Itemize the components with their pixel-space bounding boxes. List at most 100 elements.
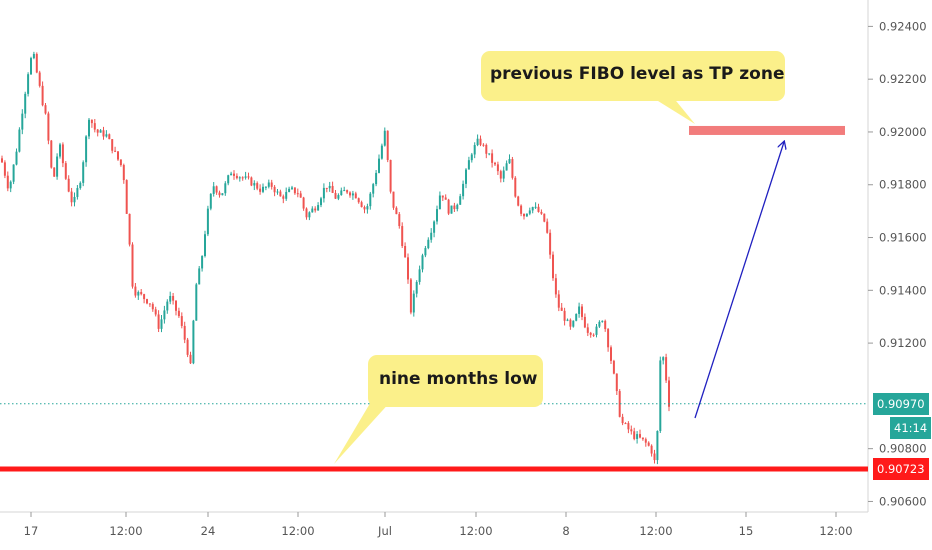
candle-body [209, 193, 212, 209]
candle-body [554, 278, 557, 295]
price-tick-label: 0.92200 [879, 72, 927, 86]
candle-body [88, 119, 90, 137]
candle-body [575, 313, 578, 321]
candle-body [604, 320, 607, 330]
candle-body [90, 119, 93, 124]
candle-body [15, 151, 18, 165]
candle-body [337, 195, 340, 199]
candle-body [340, 190, 343, 196]
candle-body [322, 187, 325, 199]
candle-body [82, 162, 85, 183]
candle-body [346, 190, 349, 193]
candle-body [96, 129, 99, 133]
price-tick-label: 0.90800 [879, 442, 927, 456]
candle-body [227, 175, 230, 184]
candle-body [421, 255, 424, 270]
time-tick-label: 12:00 [639, 524, 672, 538]
candle-body [73, 196, 76, 203]
candle-body [308, 212, 311, 218]
candle-body [21, 113, 24, 130]
candle-body [293, 187, 296, 194]
candle-body [424, 248, 427, 256]
candle-body [24, 93, 27, 114]
candle-body [264, 186, 267, 188]
candle-body [409, 279, 412, 313]
candle-body [247, 176, 250, 178]
candle-body [241, 177, 244, 179]
candle-body [288, 188, 291, 192]
candle-body [128, 213, 131, 245]
candle-body [105, 134, 108, 137]
current-price-tag: 0.90970 [873, 392, 929, 415]
candle-body [598, 321, 601, 327]
candle-body [482, 144, 485, 146]
candle-body [27, 74, 30, 94]
candle-body [325, 187, 328, 189]
candle-body [665, 357, 668, 381]
candle-body [557, 294, 560, 308]
candle-body [401, 226, 404, 246]
candle-body [508, 159, 511, 164]
candle-body [447, 199, 450, 214]
candle-body [465, 169, 467, 184]
time-tick-label: Jul [377, 524, 392, 538]
candle-body [186, 339, 189, 355]
candle-body [221, 193, 224, 196]
candle-body [224, 183, 227, 194]
price-tick-label: 0.92400 [879, 19, 927, 33]
candle-body [250, 177, 253, 186]
candle-body [169, 295, 172, 302]
candle-body [32, 53, 35, 59]
candle-body [520, 205, 523, 214]
candle-body [618, 391, 621, 417]
candle-body [67, 178, 70, 192]
candle-body [50, 140, 53, 168]
candle-body [383, 130, 386, 146]
candle-body [499, 171, 502, 179]
candle-body [612, 360, 615, 374]
support-price-tag: 0.90723 [873, 457, 929, 480]
candle-body [351, 193, 354, 196]
candle-body [201, 256, 204, 269]
candle-body [279, 191, 282, 197]
candle-body [578, 306, 581, 314]
candle-body [563, 310, 566, 321]
candle-body [175, 300, 177, 311]
candle-body [412, 293, 415, 313]
candle-body [233, 173, 235, 176]
candle-body [320, 198, 322, 206]
candle-body [467, 160, 470, 170]
candle-body [349, 192, 351, 196]
candle-body [299, 193, 302, 198]
price-tick-label: 0.90600 [879, 494, 927, 508]
candle-body [317, 205, 320, 211]
candle-body [3, 162, 6, 176]
price-axis[interactable]: 0.92400 0.92200 0.92000 0.91800 0.91600 0.914… [868, 19, 927, 508]
candle-body [114, 150, 117, 152]
candle-body [589, 332, 592, 335]
candle-body [93, 123, 96, 130]
time-tick-label: 12:00 [819, 524, 852, 538]
candle-body [540, 211, 543, 214]
price-tick-label: 0.92000 [879, 125, 927, 139]
candle-body [581, 306, 583, 317]
time-axis[interactable]: 17 12:00 24 12:00 Jul 12:00 8 12:00 15 12:00 [24, 512, 853, 538]
candle-body [476, 138, 479, 146]
candle-body [569, 319, 572, 327]
candle-body [334, 192, 337, 199]
candle-body [653, 453, 656, 461]
candle-body [131, 244, 134, 287]
candle-body [253, 183, 256, 186]
candle-body [456, 204, 459, 210]
candle-body [380, 145, 383, 159]
candle-body [630, 429, 633, 432]
candle-body [438, 195, 441, 210]
time-tick-label: 17 [24, 524, 39, 538]
candle-body [70, 191, 73, 203]
candle-body [140, 292, 143, 295]
candle-body [641, 437, 644, 440]
candle-body [215, 186, 218, 193]
candle-body [369, 193, 372, 207]
candle-body [331, 185, 334, 193]
